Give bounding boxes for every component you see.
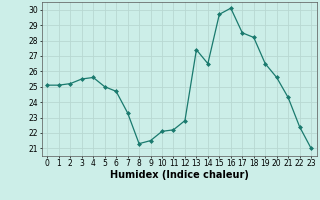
X-axis label: Humidex (Indice chaleur): Humidex (Indice chaleur) xyxy=(110,170,249,180)
